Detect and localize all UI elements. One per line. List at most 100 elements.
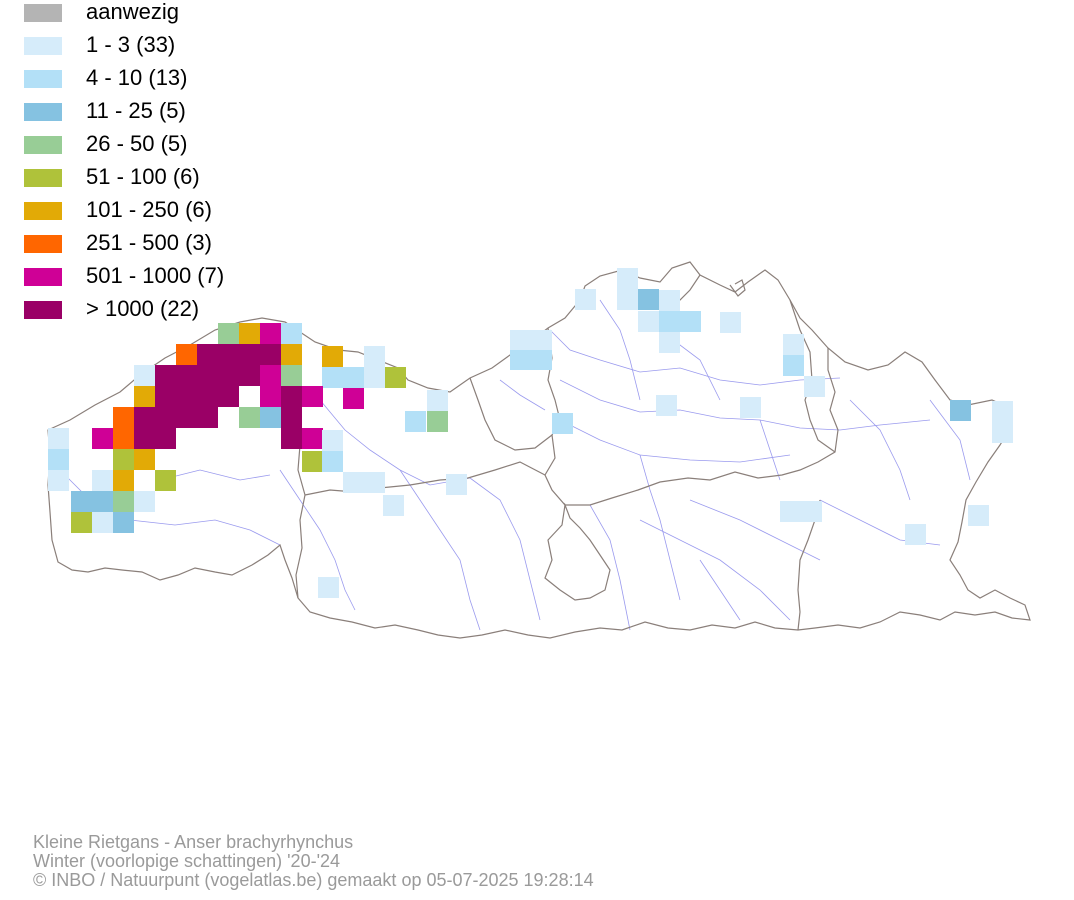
grid-cell xyxy=(48,449,69,470)
legend-swatch xyxy=(24,268,62,286)
grid-cell xyxy=(134,428,176,449)
period-label: Winter (voorlopige schattingen) '20-'24 xyxy=(33,851,341,871)
grid-cell xyxy=(71,512,92,533)
legend-item: 11 - 25 (5) xyxy=(24,99,324,123)
grid-cell xyxy=(740,397,761,418)
grid-cell xyxy=(783,334,804,355)
grid-cell xyxy=(176,344,197,365)
grid-cell xyxy=(239,323,260,344)
grid-cell xyxy=(260,407,281,428)
grid-cell xyxy=(638,311,659,332)
grid-cell xyxy=(218,323,239,344)
grid-cell xyxy=(92,491,113,512)
grid-cell xyxy=(92,512,113,533)
river-line xyxy=(759,419,781,481)
legend-label: 51 - 100 (6) xyxy=(86,164,200,189)
grid-cell xyxy=(992,401,1013,422)
legend-item: 501 - 1000 (7) xyxy=(24,264,324,288)
river-line xyxy=(559,419,791,463)
grid-cell xyxy=(575,289,596,310)
grid-cell xyxy=(155,470,176,491)
grid-cell xyxy=(617,289,638,310)
grid-cell xyxy=(197,344,281,365)
border-line xyxy=(469,348,839,506)
legend-label: 4 - 10 (13) xyxy=(86,65,188,90)
grid-cell xyxy=(260,323,281,344)
grid-cell xyxy=(48,428,69,449)
legend-swatch xyxy=(24,301,62,319)
grid-cell xyxy=(343,388,364,409)
grid-cell xyxy=(322,367,364,388)
legend-item: aanwezig xyxy=(24,0,324,24)
grid-cell xyxy=(659,311,701,332)
legend-item: 1 - 3 (33) xyxy=(24,33,324,57)
river-line xyxy=(639,519,791,621)
grid-cell xyxy=(281,428,302,449)
river-line xyxy=(849,399,911,501)
grid-cell xyxy=(318,577,339,598)
grid-cell xyxy=(155,386,239,407)
border-line xyxy=(729,279,746,297)
grid-cell xyxy=(281,365,302,386)
grid-cell xyxy=(804,376,825,397)
grid-cell xyxy=(364,346,385,367)
grid-cell xyxy=(427,411,448,432)
grid-cell xyxy=(260,365,281,386)
legend-item: 26 - 50 (5) xyxy=(24,132,324,156)
legend-label: 1 - 3 (33) xyxy=(86,32,176,57)
river-line xyxy=(279,469,356,611)
river-line xyxy=(499,379,546,411)
legend-swatch xyxy=(24,235,62,253)
grid-cell xyxy=(322,451,343,472)
grid-cell xyxy=(405,411,426,432)
grid-cell xyxy=(134,365,155,386)
legend-swatch xyxy=(24,169,62,187)
legend-item: > 1000 (22) xyxy=(24,297,324,321)
grid-cell xyxy=(638,289,659,310)
grid-cell xyxy=(71,491,92,512)
legend-label: aanwezig xyxy=(86,0,179,24)
map-caption: Kleine Rietgans - Anser brachyrhynchus W… xyxy=(33,833,594,890)
legend-label: 26 - 50 (5) xyxy=(86,131,188,156)
grid-cell xyxy=(659,332,680,353)
legend-swatch xyxy=(24,202,62,220)
grid-cell xyxy=(427,390,448,411)
river-line xyxy=(469,477,541,621)
grid-cell xyxy=(134,407,218,428)
grid-cell xyxy=(113,470,134,491)
grid-cell xyxy=(510,350,552,370)
grid-cell xyxy=(113,491,134,512)
river-line xyxy=(699,559,741,621)
legend-swatch xyxy=(24,103,62,121)
river-line xyxy=(549,329,841,386)
legend-label: 11 - 25 (5) xyxy=(86,98,186,123)
border-line xyxy=(47,261,1031,639)
legend-label: > 1000 (22) xyxy=(86,296,200,321)
legend-swatch xyxy=(24,4,62,22)
grid-cell xyxy=(968,505,989,526)
grid-cell xyxy=(385,367,406,388)
grid-cell xyxy=(134,449,155,470)
grid-cell xyxy=(281,344,302,365)
grid-cell xyxy=(905,524,926,545)
river-line xyxy=(559,379,931,431)
grid-cell xyxy=(92,428,113,449)
credit-line: © INBO / Natuurpunt (vogelatlas.be) gema… xyxy=(33,870,594,890)
grid-cell xyxy=(302,386,323,407)
legend-label: 101 - 250 (6) xyxy=(86,197,212,222)
grid-cell xyxy=(239,407,260,428)
grid-cell xyxy=(656,395,677,416)
grid-cell xyxy=(659,290,680,311)
river-line xyxy=(599,299,641,401)
grid-cell xyxy=(552,413,573,434)
river-line xyxy=(639,454,681,601)
grid-cell xyxy=(446,474,467,495)
grid-cells xyxy=(48,268,1013,598)
legend-swatch xyxy=(24,37,62,55)
grid-cell xyxy=(383,495,404,516)
species-name: Kleine Rietgans - Anser brachyrhynchus xyxy=(33,832,354,852)
grid-cell xyxy=(783,355,804,376)
legend-label: 251 - 500 (3) xyxy=(86,230,212,255)
grid-cell xyxy=(134,491,155,512)
grid-cell xyxy=(92,470,113,491)
